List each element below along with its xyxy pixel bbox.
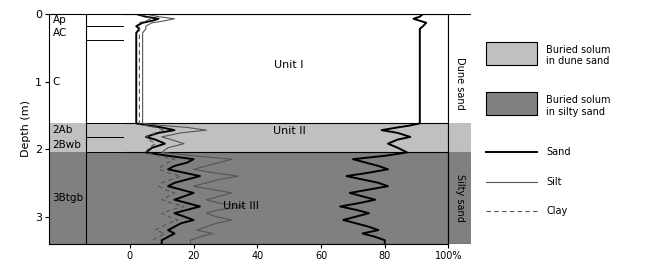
- Text: Unit II: Unit II: [273, 126, 306, 136]
- Y-axis label: Depth (m): Depth (m): [21, 100, 31, 157]
- Bar: [124, 123, 448, 152]
- Bar: [49, 152, 124, 244]
- Text: Unit III: Unit III: [224, 201, 259, 211]
- Text: in silty sand: in silty sand: [546, 107, 605, 116]
- Bar: [124, 14, 448, 123]
- Text: Clay: Clay: [546, 206, 567, 216]
- Bar: [124, 152, 448, 244]
- Text: Silty sand: Silty sand: [455, 174, 465, 221]
- Bar: [448, 152, 471, 244]
- Bar: [49, 14, 124, 123]
- Text: Unit I: Unit I: [274, 60, 304, 70]
- Bar: [486, 41, 537, 64]
- Text: Buried solum: Buried solum: [546, 45, 611, 55]
- Text: 2Bwb: 2Bwb: [53, 140, 81, 150]
- Text: in dune sand: in dune sand: [546, 56, 610, 66]
- Text: 3Btgb: 3Btgb: [53, 193, 84, 203]
- Bar: [448, 14, 471, 123]
- Text: Silt: Silt: [546, 177, 562, 186]
- Bar: [448, 123, 471, 152]
- Bar: [49, 123, 124, 152]
- Text: C: C: [53, 76, 60, 87]
- Text: 2Ab: 2Ab: [53, 125, 73, 135]
- Text: Sand: Sand: [546, 147, 571, 157]
- Text: AC: AC: [53, 28, 67, 38]
- Text: Buried solum: Buried solum: [546, 95, 611, 105]
- Text: Dune sand: Dune sand: [455, 57, 465, 110]
- Bar: [486, 92, 537, 115]
- Text: Ap: Ap: [53, 15, 66, 25]
